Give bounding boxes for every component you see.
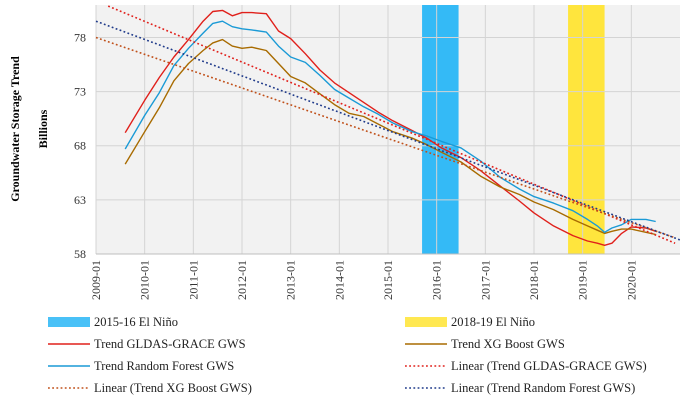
legend-label: Linear (Trend XG Boost GWS)	[94, 381, 252, 395]
legend-label: Trend Random Forest GWS	[94, 359, 234, 373]
legend-label: 2015-16 El Niño	[94, 315, 178, 329]
legend-swatch-band	[48, 317, 90, 327]
y-axis-unit: Billions	[36, 109, 50, 148]
series-line-4	[107, 5, 676, 244]
el-nino-band-1	[422, 5, 459, 254]
x-tick-label: 2013-01	[284, 260, 298, 300]
series-line-1	[124, 9, 656, 247]
series-line-3	[124, 20, 656, 234]
el-nino-band-2	[568, 5, 605, 254]
y-tick-label: 63	[74, 193, 86, 207]
x-tick-label: 2012-01	[235, 260, 249, 300]
legend-label: Trend GLDAS-GRACE GWS	[94, 337, 246, 351]
legend-swatch-band	[405, 317, 447, 327]
x-tick-label: 2015-01	[381, 260, 395, 300]
legend-label: 2018-19 El Niño	[451, 315, 535, 329]
x-tick-label: 2018-01	[527, 260, 541, 300]
y-axis-title: Groundwater Storage Trend	[8, 56, 22, 202]
series-line-5	[95, 36, 676, 239]
y-tick-label: 68	[74, 139, 86, 153]
series-line-6	[95, 20, 681, 241]
legend-label: Trend XG Boost GWS	[451, 337, 565, 351]
x-tick-label: 2017-01	[478, 260, 492, 300]
legend-label: Linear (Trend GLDAS-GRACE GWS)	[451, 359, 647, 373]
x-tick-label: 2010-01	[138, 260, 152, 300]
x-tick-label: 2011-01	[186, 260, 200, 300]
y-tick-label: 73	[74, 85, 86, 99]
series-line-2	[124, 38, 656, 236]
x-tick-label: 2009-01	[89, 260, 103, 300]
legend-label: Linear (Trend Random Forest GWS)	[451, 381, 635, 395]
y-tick-label: 58	[74, 247, 86, 261]
x-tick-label: 2020-01	[624, 260, 638, 300]
x-tick-label: 2014-01	[332, 260, 346, 300]
x-tick-label: 2019-01	[576, 260, 590, 300]
y-tick-label: 78	[74, 30, 86, 44]
x-tick-label: 2016-01	[430, 260, 444, 300]
